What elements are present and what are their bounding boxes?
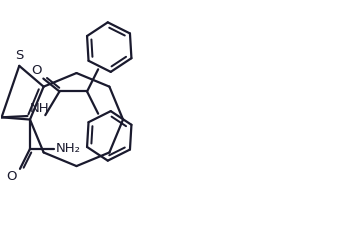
Text: NH₂: NH₂ <box>56 142 81 155</box>
Text: NH: NH <box>29 102 49 115</box>
Text: S: S <box>15 49 24 62</box>
Text: O: O <box>31 64 42 77</box>
Text: O: O <box>7 170 17 183</box>
